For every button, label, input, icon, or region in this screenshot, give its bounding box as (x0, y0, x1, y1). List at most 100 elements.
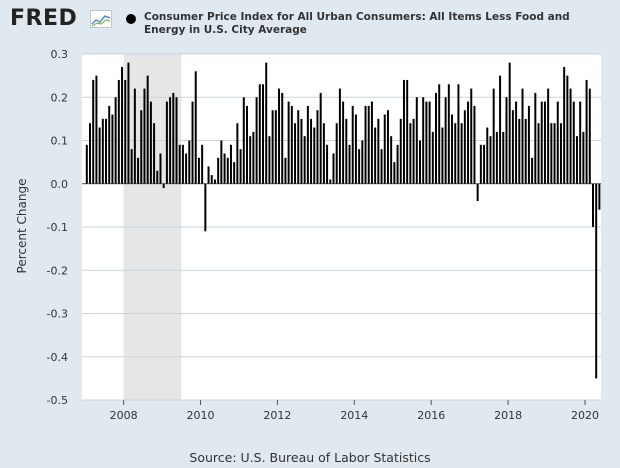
bar (553, 123, 556, 184)
bar (95, 75, 98, 184)
bar (374, 127, 377, 184)
y-tick-label: -0.1 (47, 221, 68, 234)
bar (156, 170, 159, 184)
bar (342, 101, 345, 184)
bar (287, 101, 290, 184)
bar (386, 110, 389, 184)
bar (515, 101, 518, 184)
bar (370, 101, 373, 184)
bar (441, 127, 444, 184)
bar (153, 123, 156, 184)
bar (124, 79, 127, 184)
bar (204, 183, 207, 232)
bar (281, 92, 284, 184)
bar (101, 118, 104, 184)
bar (117, 79, 120, 184)
bar (191, 101, 194, 184)
bar (402, 79, 405, 184)
x-tick-label: 2014 (340, 409, 368, 422)
bar (210, 175, 213, 184)
bar (444, 97, 447, 184)
bar (181, 144, 184, 184)
bar (428, 101, 431, 184)
bar (294, 123, 297, 184)
bar (85, 144, 88, 184)
bar (265, 62, 268, 184)
bar (457, 84, 460, 184)
bar (143, 88, 146, 184)
bar (278, 88, 281, 184)
bar (383, 114, 386, 184)
bar (223, 153, 226, 184)
bar (351, 105, 354, 184)
bar (89, 123, 92, 184)
bar (165, 101, 168, 184)
bar (258, 84, 261, 184)
bar (252, 131, 255, 184)
bar (226, 157, 229, 184)
bar (316, 110, 319, 184)
y-tick-label: -0.5 (47, 394, 68, 407)
bar (454, 123, 457, 184)
bar (451, 114, 454, 184)
bar (572, 101, 575, 184)
bar (527, 105, 530, 184)
bar (111, 114, 114, 184)
bar (566, 75, 569, 184)
bar (511, 110, 514, 184)
y-tick-label: 0.3 (51, 48, 69, 61)
bar (319, 92, 322, 184)
bar (146, 75, 149, 184)
source-note: Source: U.S. Bureau of Labor Statistics (189, 450, 431, 465)
bar (310, 118, 313, 184)
bar (534, 92, 537, 184)
bar (358, 149, 361, 184)
bar (255, 97, 258, 184)
bar (364, 105, 367, 184)
bar (595, 183, 598, 379)
bar (297, 110, 300, 184)
bar (489, 136, 492, 184)
bar (140, 110, 143, 184)
bar (460, 123, 463, 184)
bar (406, 79, 409, 184)
bar (412, 118, 415, 184)
bar (229, 144, 232, 184)
bar (185, 153, 188, 184)
bar (98, 127, 101, 184)
bar (390, 136, 393, 184)
bar (326, 144, 329, 184)
fred-graph-icon (90, 10, 112, 28)
bar (127, 62, 130, 184)
bar (431, 131, 434, 184)
bar (582, 131, 585, 184)
bar (130, 149, 133, 184)
bar (245, 105, 248, 184)
bar (361, 140, 364, 184)
bar (197, 157, 200, 184)
bar (502, 131, 505, 184)
bar (345, 118, 348, 184)
bar (262, 84, 265, 184)
y-tick-label: -0.2 (47, 264, 68, 277)
bar (579, 101, 582, 184)
bar (438, 84, 441, 184)
bar (133, 88, 136, 184)
y-tick-label: 0.0 (51, 178, 69, 191)
bar (479, 144, 482, 184)
bar (169, 97, 172, 184)
bar (172, 92, 175, 184)
x-tick-label: 2012 (263, 409, 291, 422)
bar (137, 157, 140, 184)
bar (268, 136, 271, 184)
bar (306, 105, 309, 184)
bar (271, 110, 274, 184)
bar (242, 97, 245, 184)
bar (531, 157, 534, 184)
bar (575, 136, 578, 184)
fred-logo[interactable]: FRED (10, 6, 78, 31)
bar (463, 110, 466, 184)
bar (105, 118, 108, 184)
bar (194, 71, 197, 184)
